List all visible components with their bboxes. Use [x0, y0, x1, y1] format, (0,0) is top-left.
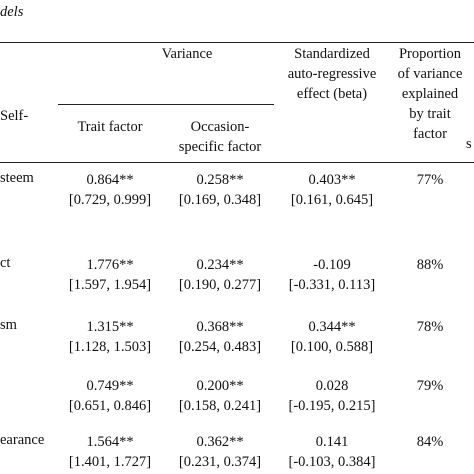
beta-value: 0.403**: [308, 172, 356, 188]
proportion-value: 79%: [416, 378, 444, 394]
trait-ci: [1.401, 1.727]: [68, 454, 152, 470]
trait-value: 0.749**: [86, 378, 134, 394]
header-rule: [0, 162, 474, 163]
occasion-value: 0.368**: [196, 319, 244, 335]
top-rule: [0, 42, 474, 43]
trait-value: 1.315**: [86, 319, 134, 335]
self-header: Self-: [0, 108, 29, 124]
beta-value: 0.141: [315, 434, 349, 450]
beta-ci: [-0.103, 0.384]: [288, 454, 376, 470]
prop-header-line4: by trait: [409, 106, 451, 122]
trait-ci: [1.128, 1.503]: [68, 339, 152, 355]
trait-value: 1.564**: [86, 434, 134, 450]
prop-header-line5: factor: [413, 126, 447, 142]
beta-value: -0.109: [313, 257, 351, 273]
trait-value: 1.776**: [86, 257, 134, 273]
occasion-value: 0.258**: [196, 172, 244, 188]
beta-ci: [-0.331, 0.113]: [288, 277, 376, 293]
beta-header-line2: auto-regressive: [287, 66, 377, 82]
beta-header-line1: Standardized: [294, 46, 370, 62]
row-label: ct: [0, 255, 11, 271]
prop-header-line2: of variance: [397, 66, 463, 82]
beta-value: 0.028: [315, 378, 349, 394]
row-label: sm: [0, 317, 17, 333]
prop-header-line1: Proportion: [398, 46, 462, 62]
occasion-header-line1: Occasion-: [190, 119, 250, 135]
proportion-value: 77%: [416, 172, 444, 188]
occasion-ci: [0.231, 0.374]: [178, 454, 262, 470]
occasion-ci: [0.158, 0.241]: [178, 398, 262, 414]
proportion-value: 78%: [416, 319, 444, 335]
occasion-ci: [0.169, 0.348]: [178, 192, 262, 208]
occasion-header-line2: specific factor: [178, 139, 262, 155]
row-label: steem: [0, 170, 34, 186]
occasion-value: 0.362**: [196, 434, 244, 450]
variance-group-header: Variance: [161, 46, 213, 62]
beta-value: 0.344**: [308, 319, 356, 335]
beta-ci: [0.161, 0.645]: [290, 192, 374, 208]
trait-ci: [0.651, 0.846]: [68, 398, 152, 414]
trait-ci: [1.597, 1.954]: [68, 277, 152, 293]
occasion-ci: [0.254, 0.483]: [178, 339, 262, 355]
proportion-value: 88%: [416, 257, 444, 273]
table-caption: dels: [0, 4, 24, 20]
beta-ci: [-0.195, 0.215]: [288, 398, 376, 414]
trait-factor-header: Trait factor: [77, 119, 143, 135]
beta-header-line3: effect (beta): [296, 86, 368, 102]
occasion-value: 0.200**: [196, 378, 244, 394]
prop-header-line3: explained: [401, 86, 459, 102]
trait-value: 0.864**: [86, 172, 134, 188]
trait-ci: [0.729, 0.999]: [68, 192, 152, 208]
occasion-value: 0.234**: [196, 257, 244, 273]
row-label: earance: [0, 432, 45, 448]
beta-ci: [0.100, 0.588]: [290, 339, 374, 355]
edge-header-fragment: s: [466, 136, 472, 152]
variance-underline: [58, 104, 274, 105]
proportion-value: 84%: [416, 434, 444, 450]
occasion-ci: [0.190, 0.277]: [178, 277, 262, 293]
